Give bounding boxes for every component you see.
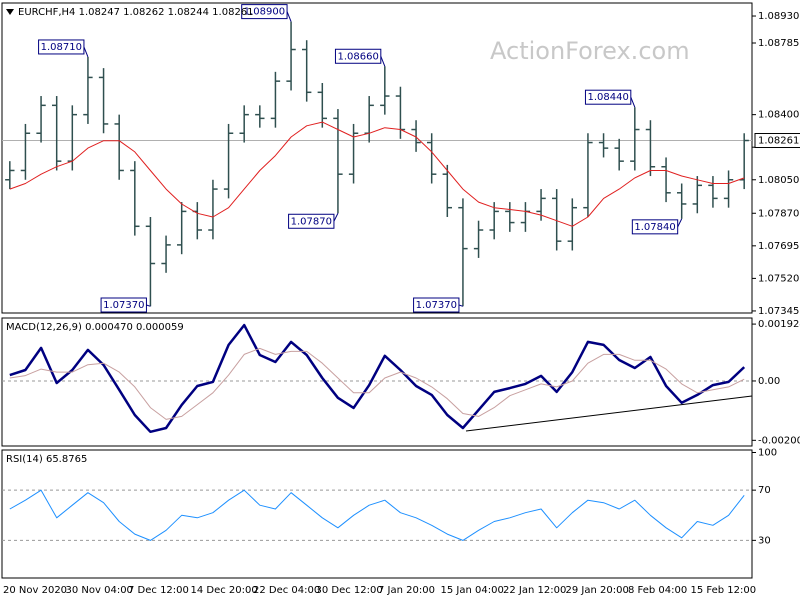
y-tick-label: -0.002008 (758, 435, 800, 446)
panel-frame (1, 449, 753, 579)
panel-title: MACD(12,26,9) 0.000470 0.000059 (6, 322, 184, 333)
y-tick-label: 1.07345 (758, 306, 799, 317)
x-tick-label: 7 Jan 20:00 (378, 585, 435, 596)
x-tick-label: 15 Feb 12:00 (691, 585, 757, 596)
y-tick-label: 0.001924 (758, 319, 800, 330)
y-tick-label: 1.07520 (758, 273, 799, 284)
annotation-connector (146, 304, 151, 307)
annotation-connector (333, 213, 339, 222)
x-tick-label: 22 Jan 12:00 (503, 585, 566, 596)
panel-title: EURCHF,H4 1.08247 1.08262 1.08244 1.0826… (18, 7, 254, 18)
annotation-label: 1.07370 (103, 300, 144, 311)
x-tick-label: 15 Jan 04:00 (441, 585, 504, 596)
y-tick-label: 0.00 (758, 376, 780, 387)
last-price-label: 1.08261 (758, 136, 799, 147)
moving-average (9, 121, 745, 227)
x-tick-label: 14 Dec 20:00 (191, 585, 258, 596)
x-tick-label: 7 Dec 12:00 (128, 585, 189, 596)
x-tick-label: 30 Dec 12:00 (316, 585, 383, 596)
annotation-label: 1.08710 (41, 42, 82, 53)
annotation-connector (286, 11, 292, 22)
x-tick-label: 30 Nov 04:00 (66, 585, 133, 596)
macd-line (9, 323, 746, 434)
annotation-label: 1.07370 (416, 300, 457, 311)
annotation-label: 1.08900 (244, 7, 285, 18)
y-tick-label: 100 (758, 448, 777, 459)
y-tick-label: 1.08050 (758, 175, 799, 186)
annotation-connector (630, 97, 636, 108)
x-tick-label: 8 Feb 04:00 (628, 585, 687, 596)
symbol-marker (6, 9, 14, 15)
rsi-line (9, 489, 745, 541)
annotation-label: 1.07840 (634, 222, 675, 233)
trend-line (465, 395, 753, 432)
x-tick-label: 22 Dec 04:00 (253, 585, 320, 596)
panel-frame (1, 317, 753, 447)
last-price-box (754, 133, 800, 149)
y-tick-label: 70 (758, 485, 771, 496)
y-tick-label: 30 (758, 535, 771, 546)
panel-frame (1, 2, 753, 314)
x-tick-label: 29 Jan 20:00 (566, 585, 629, 596)
x-tick-label: 20 Nov 2020 (3, 585, 67, 596)
watermark: ActionForex.com (490, 37, 690, 65)
annotation-connector (458, 304, 464, 307)
panel-title: RSI(14) 65.8765 (6, 454, 87, 465)
y-tick-label: 1.08785 (758, 38, 799, 49)
y-tick-label: 1.07695 (758, 241, 799, 252)
annotation-connector (83, 46, 89, 58)
annotation-connector (677, 218, 683, 228)
annotation-connector (380, 56, 386, 67)
y-tick-label: 1.08400 (758, 110, 799, 121)
y-tick-label: 1.07870 (758, 208, 799, 219)
y-tick-label: 1.08930 (758, 11, 799, 22)
macd-line (9, 347, 745, 420)
annotation-label: 1.08660 (337, 51, 378, 62)
annotation-label: 1.07870 (291, 216, 332, 227)
annotation-label: 1.08440 (587, 92, 628, 103)
